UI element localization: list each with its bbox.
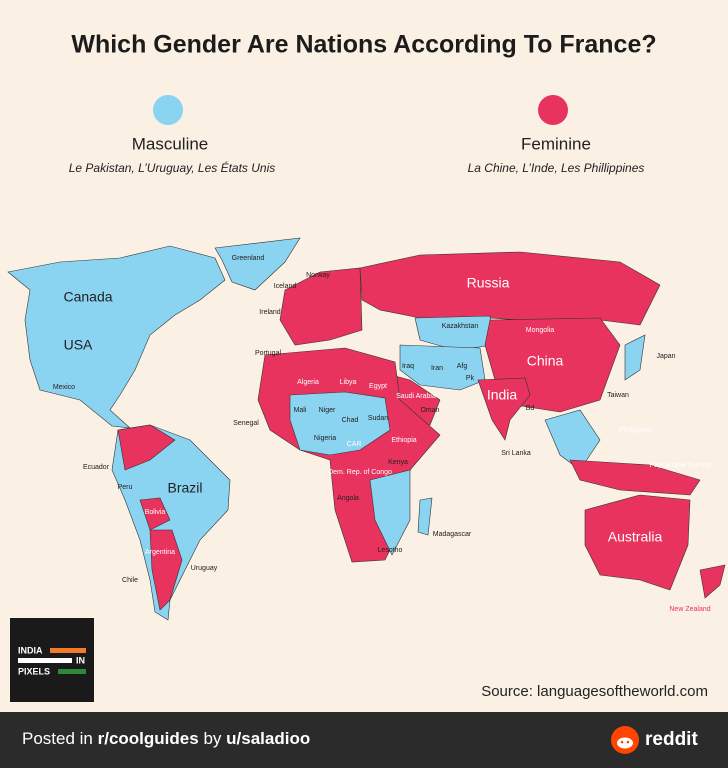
land-north-america: [7, 245, 226, 429]
map-label: Greenland: [232, 255, 265, 262]
map-label: India: [487, 387, 518, 403]
map-label: Argentina: [145, 549, 175, 556]
legend-examples: Le Pakistan, L’Uruguay, Les États Unis: [69, 160, 276, 175]
land-russia: [359, 251, 661, 326]
land-new-zealand: [699, 564, 726, 599]
logo-stripe: [50, 648, 86, 653]
map-label: Philippines: [619, 427, 653, 434]
land-middle-asia: [399, 344, 486, 391]
map-label: Uruguay: [191, 565, 218, 572]
land-bolivia: [139, 497, 171, 531]
land-east-africa: [369, 469, 411, 556]
map-label: Mali: [294, 407, 307, 414]
map-label: CAR: [347, 441, 362, 448]
legend-dot-masculine: [153, 95, 183, 125]
map-label: Angola: [337, 495, 359, 502]
map-label: Saudi Arabia: [396, 393, 436, 400]
reddit-icon-eye: [620, 740, 624, 744]
title: Which Gender Are Nations According To Fr…: [71, 31, 656, 59]
footer-subreddit[interactable]: r/coolguides: [98, 729, 199, 748]
logo-text: IN: [76, 655, 85, 665]
land-argentina: [149, 529, 183, 611]
legend-label: Masculine: [132, 134, 209, 153]
map-label: Ireland: [259, 309, 281, 316]
map-labels: Greenland Canada USA Mexico Ecuador Peru…: [53, 255, 711, 613]
map-label: Chile: [122, 577, 138, 584]
map-label: Iran: [431, 365, 443, 372]
map-label: Lesotho: [378, 547, 403, 554]
map-label: Canada: [63, 289, 112, 305]
logo: INDIA IN PIXELS: [10, 618, 94, 702]
source: Source: languagesoftheworld.com: [481, 683, 708, 700]
map-label: Madagascar: [433, 531, 472, 538]
land-southeast-asia: [544, 409, 601, 471]
map-label: Chad: [342, 417, 359, 424]
map-label: Libya: [340, 379, 357, 386]
map-label: Ethiopia: [391, 437, 416, 444]
map-label: China: [527, 353, 564, 369]
map-label: Egypt: [369, 383, 387, 390]
map-label: Japan: [656, 353, 675, 360]
logo-stripe: [18, 658, 72, 663]
legend-examples: La Chine, L’Inde, Les Phillippines: [468, 161, 645, 175]
map-label: Papua New Guinea: [650, 462, 711, 469]
land-sahel: [289, 391, 391, 456]
reddit-logo[interactable]: reddit: [611, 726, 698, 754]
footer-prefix: Posted in: [22, 729, 93, 748]
map-label: New Zealand: [669, 606, 710, 613]
reddit-icon-face: [617, 737, 633, 749]
map-label: Portugal: [255, 350, 282, 357]
land-madagascar: [417, 497, 433, 536]
map-label: Kenya: [388, 459, 408, 466]
map-label: Nigeria: [314, 435, 336, 442]
footer-user[interactable]: u/saladioo: [226, 729, 310, 748]
map-label: Niger: [319, 407, 336, 414]
map-label: Norway: [306, 272, 330, 279]
map-label: Iraq: [402, 363, 414, 370]
land-indonesia: [569, 459, 701, 496]
logo-text: INDIA: [18, 645, 43, 655]
map-label: Kazakhstan: [442, 323, 479, 330]
footer-bar: [0, 712, 728, 768]
map-label: Australia: [608, 529, 663, 545]
logo-stripe: [58, 669, 86, 674]
reddit-icon-eye: [626, 740, 630, 744]
map-label: Algeria: [297, 379, 319, 386]
map-label: Russia: [467, 275, 510, 291]
land-colombia: [117, 424, 176, 471]
map: [7, 237, 726, 621]
map-label: Afg: [457, 363, 468, 370]
reddit-wordmark: reddit: [645, 729, 698, 750]
map-label: Mexico: [53, 384, 75, 391]
land-kazakhstan: [414, 315, 496, 351]
map-label: USA: [64, 337, 93, 353]
map-label: Oman: [420, 407, 439, 414]
map-label: Pk: [466, 375, 475, 382]
land-japan: [624, 334, 646, 381]
map-label: Sri Lanka: [501, 450, 531, 457]
map-label: Sudan: [368, 415, 388, 422]
map-label: Senegal: [233, 420, 259, 427]
footer-by: by: [203, 729, 221, 748]
map-label: Dem. Rep. of Congo: [328, 469, 392, 476]
map-label: Ecuador: [83, 464, 110, 471]
footer-text: Posted in r/coolguides by u/saladioo: [22, 729, 310, 748]
land-india: [477, 377, 531, 441]
map-label: Taiwan: [607, 392, 629, 399]
logo-text: PIXELS: [18, 666, 50, 676]
map-label: Peru: [118, 484, 133, 491]
land-greenland: [214, 237, 301, 291]
map-label: Bd: [526, 405, 535, 412]
legend-label: Feminine: [521, 134, 591, 153]
land-australia: [584, 494, 691, 591]
map-label: Iceland: [274, 283, 297, 290]
map-label: Mongolia: [526, 327, 555, 334]
legend-dot-feminine: [538, 95, 568, 125]
map-label: Brazil: [167, 480, 202, 496]
map-label: Bolivia: [145, 509, 166, 516]
land-europe: [279, 267, 363, 346]
